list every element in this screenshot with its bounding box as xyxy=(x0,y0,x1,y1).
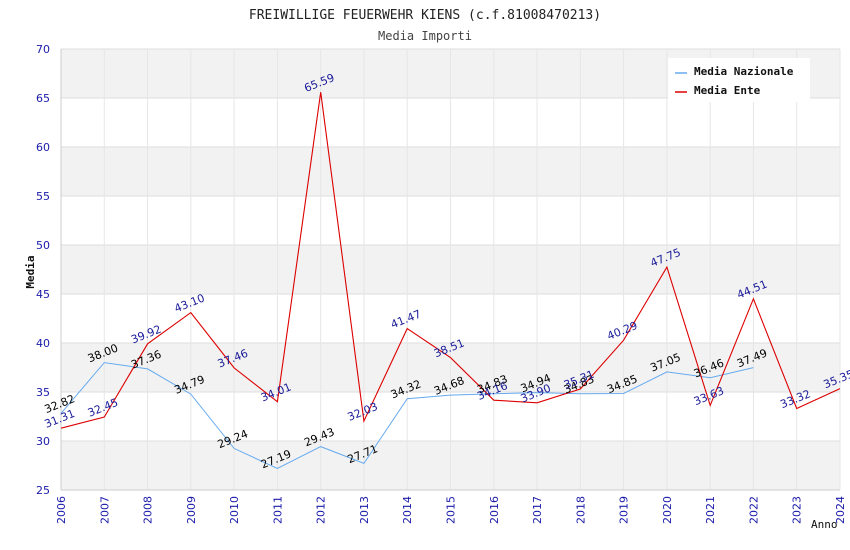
x-tick-label: 2009 xyxy=(185,496,198,524)
y-tick-label: 35 xyxy=(36,386,50,399)
x-tick-label: 2015 xyxy=(445,496,458,524)
series-line-nazionale xyxy=(60,362,754,470)
x-tick-label: 2016 xyxy=(488,496,501,524)
y-axis-label: Media xyxy=(24,255,37,288)
legend-label-nazionale: Media Nazionale xyxy=(694,65,794,78)
x-tick-label: 2014 xyxy=(401,496,414,524)
x-tick-label: 2007 xyxy=(98,496,111,524)
legend: Media Nazionale Media Ente xyxy=(668,58,810,102)
series-line-ente xyxy=(60,92,841,429)
y-tick-label: 25 xyxy=(36,484,50,497)
grid-lines xyxy=(60,48,841,491)
x-tick-label: 2019 xyxy=(618,496,631,524)
series-lines xyxy=(60,92,841,470)
x-tick-label: 2010 xyxy=(228,496,241,524)
x-tick-label: 2018 xyxy=(574,496,587,524)
tick-labels: 25 30 35 40 45 50 55 60 65 70 2006 2007 2008 2009 2010… xyxy=(36,43,847,524)
y-tick-label: 65 xyxy=(36,92,50,105)
y-tick-label: 30 xyxy=(36,435,50,448)
legend-label-ente: Media Ente xyxy=(694,84,761,97)
data-label: 32.03 xyxy=(346,400,380,424)
y-tick-label: 70 xyxy=(36,43,50,56)
x-tick-label: 2008 xyxy=(142,496,155,524)
x-tick-label: 2021 xyxy=(704,496,717,524)
x-tick-label: 2017 xyxy=(531,496,544,524)
y-tick-label: 40 xyxy=(36,337,50,350)
chart-title: FREIWILLIGE FEUERWEHR KIENS (c.f.8100847… xyxy=(249,8,601,23)
y-tick-label: 55 xyxy=(36,190,50,203)
x-tick-label: 2022 xyxy=(747,496,760,524)
chart-subtitle: Media Importi xyxy=(378,29,472,43)
x-tick-label: 2006 xyxy=(55,496,68,524)
x-axis-label: Anno xyxy=(811,518,838,531)
y-tick-label: 60 xyxy=(36,141,50,154)
legend-box xyxy=(668,58,810,102)
x-tick-label: 2013 xyxy=(358,496,371,524)
data-label: 40.29 xyxy=(605,319,639,343)
x-tick-label: 2024 xyxy=(834,496,847,524)
x-tick-label: 2011 xyxy=(271,496,284,524)
x-tick-label: 2012 xyxy=(315,496,328,524)
y-tick-label: 50 xyxy=(36,239,50,252)
x-tick-label: 2020 xyxy=(661,496,674,524)
x-tick-label: 2023 xyxy=(791,496,804,524)
data-label: 43.10 xyxy=(172,291,206,315)
y-tick-label: 45 xyxy=(36,288,50,301)
data-label: 41.47 xyxy=(389,307,423,331)
axes xyxy=(60,49,840,491)
data-label: 32.45 xyxy=(86,396,120,420)
